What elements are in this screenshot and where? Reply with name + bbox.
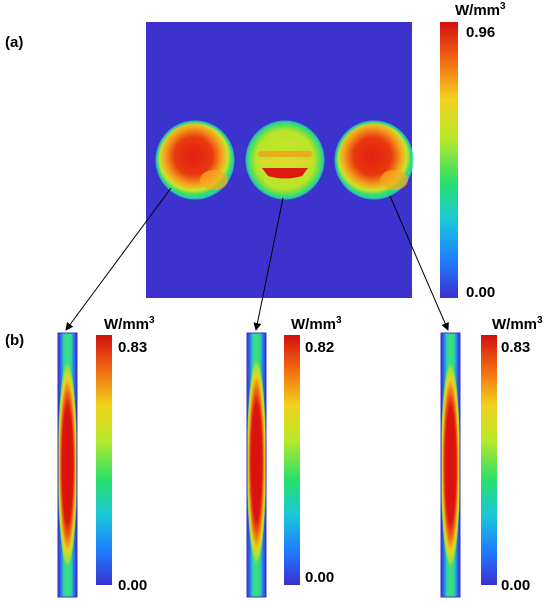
arrow-middle bbox=[253, 197, 284, 331]
colorbar-b1-min: 0.00 bbox=[118, 577, 147, 594]
colorbar-b2-unit: W/mm3 bbox=[291, 315, 342, 333]
colorbar-b1-gradient bbox=[96, 335, 112, 585]
middle-source-disc bbox=[245, 120, 325, 200]
colorbar-b3-gradient bbox=[481, 335, 497, 585]
colorbar-b3: W/mm3 0.83 0.00 bbox=[481, 315, 543, 594]
profile-right-hotspot bbox=[440, 360, 461, 570]
colorbar-b2-max: 0.82 bbox=[305, 339, 334, 356]
profile-middle bbox=[246, 332, 267, 598]
right-source-disc bbox=[334, 120, 414, 200]
colorbar-a-max: 0.96 bbox=[466, 24, 495, 41]
colorbar-b2-min: 0.00 bbox=[305, 569, 334, 586]
colorbar-a-unit: W/mm3 bbox=[455, 1, 506, 19]
colorbar-a-min: 0.00 bbox=[466, 284, 495, 301]
colorbar-a: W/mm3 0.96 0.00 bbox=[440, 1, 506, 301]
colorbar-b2: W/mm3 0.82 0.00 bbox=[284, 315, 342, 586]
arrow-left bbox=[65, 187, 172, 331]
colorbar-b3-unit: W/mm3 bbox=[492, 315, 543, 333]
profile-left-hotspot bbox=[57, 360, 78, 570]
colorbar-a-gradient bbox=[440, 22, 458, 298]
heat-map-top-view bbox=[146, 22, 414, 298]
profile-right bbox=[440, 332, 461, 598]
left-source-disc bbox=[155, 120, 235, 200]
colorbar-b2-gradient bbox=[284, 335, 300, 585]
colorbar-b3-max: 0.83 bbox=[501, 339, 530, 356]
profile-middle-hotspot bbox=[246, 357, 267, 567]
colorbar-b1-unit: W/mm3 bbox=[104, 315, 155, 333]
colorbar-b1: W/mm3 0.83 0.00 bbox=[96, 315, 155, 594]
panel-b-label: (b) bbox=[5, 332, 24, 349]
colorbar-b1-max: 0.83 bbox=[118, 339, 147, 356]
arrow-right bbox=[389, 195, 449, 331]
colorbar-b3-min: 0.00 bbox=[501, 577, 530, 594]
profile-left bbox=[57, 332, 78, 598]
panel-a-label: (a) bbox=[5, 34, 23, 51]
